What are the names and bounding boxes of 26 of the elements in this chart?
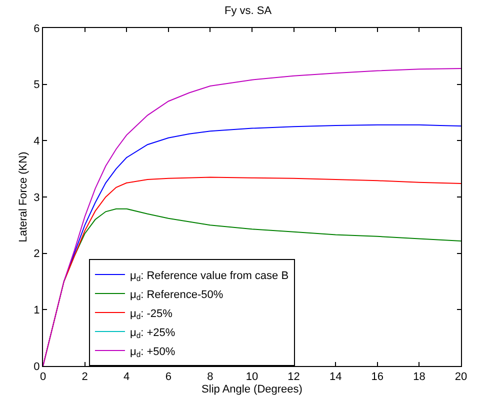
y-tick-label: 1 — [34, 304, 40, 317]
legend-label: μ$_{d}$: +50% — [130, 346, 176, 360]
x-tick-label: 6 — [165, 371, 172, 384]
x-tick-label: 10 — [246, 371, 258, 384]
x-tick-label: 16 — [371, 371, 384, 384]
x-tick-label: 4 — [124, 371, 130, 384]
y-axis-title: Lateral Force (KN) — [17, 152, 30, 242]
y-tick-label: 5 — [34, 79, 40, 92]
legend-label: μ$_{d}$: -25% — [130, 308, 173, 322]
x-tick-label: 2 — [82, 371, 88, 384]
y-tick-label: 6 — [34, 22, 40, 35]
x-tick-label: 18 — [413, 371, 426, 384]
x-tick-label: 14 — [329, 371, 342, 384]
legend-label: μ$_{d}$: +25% — [130, 326, 176, 340]
y-tick-label: 0 — [34, 360, 40, 373]
y-tick-label: 2 — [34, 248, 40, 260]
y-tick-label: 3 — [34, 192, 40, 204]
legend-label: μ$_{d}$: Reference value from case B — [130, 270, 289, 284]
legend-label: μ$_{d}$: Reference-50% — [130, 288, 224, 302]
line-series — [43, 68, 461, 366]
y-tick-label: 4 — [34, 136, 40, 148]
chart-title: Fy vs. SA — [224, 4, 272, 17]
x-tick-label: 12 — [288, 371, 300, 384]
x-tick-label: 8 — [207, 371, 214, 384]
x-tick-label: 20 — [454, 371, 468, 384]
x-axis-title: Slip Angle (Degrees) — [202, 383, 302, 396]
